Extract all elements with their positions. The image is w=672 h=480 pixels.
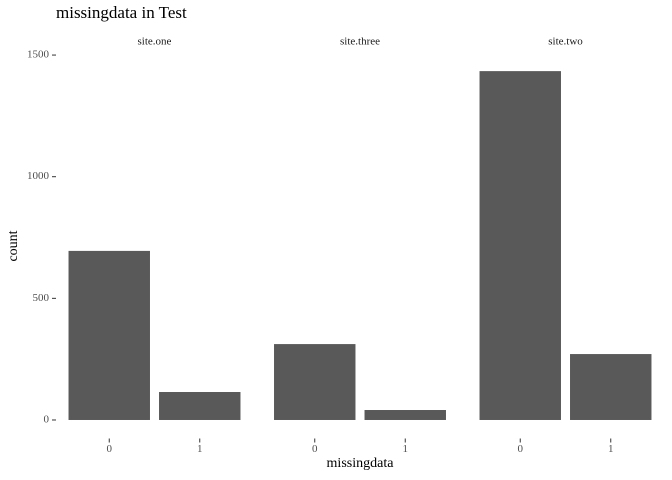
- facet-label: site.one: [138, 36, 172, 48]
- chart-title: missingdata in Test: [56, 3, 187, 22]
- x-tick-label: 0: [312, 443, 318, 455]
- bar: [364, 410, 446, 420]
- facet-label: site.three: [340, 36, 380, 48]
- facet-label: site.two: [548, 36, 583, 48]
- bar: [479, 71, 561, 420]
- y-tick-label: 0: [44, 414, 50, 426]
- bar: [159, 392, 241, 420]
- x-tick-label: 1: [197, 443, 203, 455]
- y-tick-label: 1000: [27, 170, 50, 182]
- x-tick-label: 0: [518, 443, 524, 455]
- x-tick-label: 1: [608, 443, 614, 455]
- x-tick-label: 1: [403, 443, 409, 455]
- bar: [570, 354, 652, 420]
- x-axis-label: missingdata: [327, 456, 395, 471]
- y-axis-label: count: [6, 230, 21, 261]
- y-tick-label: 1500: [27, 49, 50, 61]
- x-tick-label: 0: [107, 443, 113, 455]
- y-tick-label: 500: [33, 292, 50, 304]
- bar: [274, 344, 356, 420]
- bar: [68, 250, 150, 420]
